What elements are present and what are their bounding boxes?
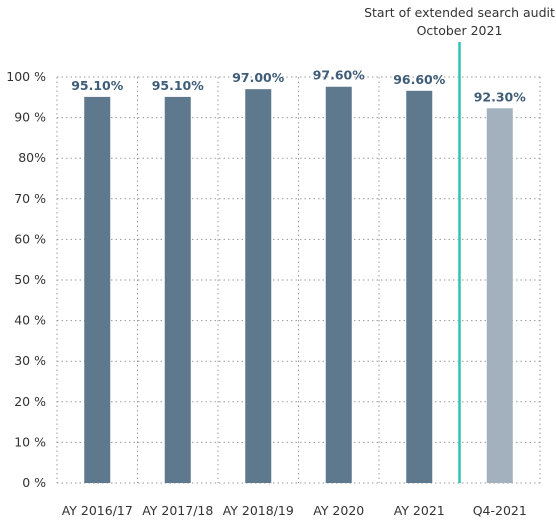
y-tick-label: 90 % [14,110,46,125]
x-tick-label: AY 2021 [394,503,445,518]
annotation: Start of extended search audit October 2… [364,5,555,483]
y-tick-label: 30 % [14,353,46,368]
y-tick-label: 60 % [14,231,46,246]
grid [56,76,541,484]
data-label: 97.60% [313,68,366,83]
bar [84,96,111,484]
bar [245,89,272,484]
y-tick-label: 0 % [22,475,46,490]
y-axis-ticks: 0 % 10 % 20 % 30 % 40 % 50 % 60 % 70 % 80% 90 % 10… [6,69,46,490]
y-tick-label: 10 % [14,434,46,449]
data-label: 95.10% [71,78,124,93]
annotation-line-1: Start of extended search audit [364,5,555,20]
x-axis-ticks: AY 2016/17 AY 2017/18 AY 2018/19 AY 2020 AY … [62,503,527,518]
bar [325,86,352,483]
data-label: 95.10% [152,78,205,93]
bar [486,108,513,484]
x-tick-label: Q4-2021 [473,503,527,518]
x-tick-label: AY 2020 [313,503,364,518]
data-label: 97.00% [232,70,285,85]
x-tick-label: AY 2018/19 [223,503,294,518]
y-tick-label: 100 % [6,69,46,84]
x-tick-label: AY 2017/18 [142,503,213,518]
y-tick-label: 40 % [14,313,46,328]
y-tick-label: 20 % [14,394,46,409]
y-tick-label: 70 % [14,191,46,206]
data-label: 92.30% [474,89,527,104]
annotation-line-2: October 2021 [417,23,503,38]
y-tick-label: 50 % [14,272,46,287]
y-tick-label: 80% [18,150,46,165]
x-tick-label: AY 2016/17 [62,503,133,518]
bar [164,96,191,484]
bar [406,90,433,483]
data-label: 96.60% [393,72,446,87]
bars [84,86,513,484]
data-labels: 95.10% 95.10% 97.00% 97.60% 96.60% 92.30% [71,68,526,105]
